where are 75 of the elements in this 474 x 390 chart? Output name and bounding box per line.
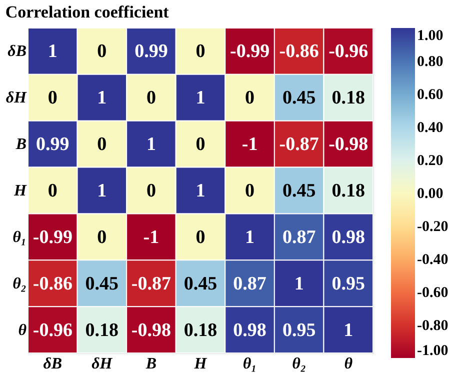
x-tick-label: δB: [43, 356, 62, 372]
data-label: 0.45: [282, 180, 316, 202]
y-tick-label: B: [14, 136, 27, 154]
data-label: 0: [196, 134, 206, 156]
data-label: -0.98: [131, 320, 172, 341]
y-tick-label: θ: [18, 322, 28, 339]
data-label: 1: [294, 273, 304, 294]
data-label: 0: [146, 180, 156, 202]
x-tick-label: θ₂: [292, 356, 306, 372]
data-label: 0.95: [282, 320, 316, 341]
color-bar-label: 0.40: [417, 120, 444, 136]
data-label: 0: [97, 226, 107, 248]
data-label: 1: [97, 180, 107, 202]
x-tick-label: δH: [92, 356, 113, 372]
data-label: 0.87: [282, 226, 316, 248]
y-tick-label: θ₂: [12, 275, 26, 292]
data-label: 0.45: [85, 273, 119, 294]
color-bar-label: 0.00: [417, 186, 444, 202]
color-bar-label: -0.20: [417, 219, 448, 235]
x-tick-label: θ: [344, 356, 354, 372]
color-bar-label: 0.20: [417, 153, 444, 169]
data-label: -1: [242, 134, 258, 156]
color-bar-label: 0.60: [417, 87, 444, 103]
data-label: -0.86: [279, 41, 319, 62]
data-label: 1: [48, 41, 58, 62]
data-label: 0: [146, 88, 156, 109]
data-label: 0: [48, 88, 58, 109]
data-label: 0: [196, 41, 206, 62]
data-label: 0: [48, 180, 58, 202]
data-label: 0.18: [85, 320, 119, 341]
data-label: 1: [196, 88, 206, 109]
data-label: -0.96: [32, 320, 72, 341]
data-label: 0.18: [332, 180, 365, 202]
x-tick-label: B: [144, 356, 157, 372]
color-bar-label: 0.80: [417, 54, 444, 70]
data-label: 0.98: [332, 226, 365, 248]
data-label: -0.86: [32, 273, 72, 294]
data-label: 0.87: [233, 273, 267, 294]
x-tick-label: H: [193, 356, 208, 372]
data-label: 0: [97, 41, 107, 62]
data-label: -0.87: [131, 273, 172, 294]
data-label: -1: [143, 226, 160, 248]
data-label: 0.45: [184, 273, 218, 294]
y-tick-label: δB: [8, 43, 27, 60]
color-bar-label: -0.40: [417, 252, 448, 268]
data-label: 1: [196, 180, 206, 202]
data-label: 0: [245, 88, 255, 109]
data-label: 0.18: [184, 320, 218, 341]
data-label: -0.99: [32, 226, 72, 248]
data-label: -0.96: [328, 41, 368, 62]
y-tick-label: δH: [6, 90, 28, 107]
data-label: 0.18: [332, 88, 365, 109]
y-tick-label: θ₁: [12, 228, 26, 246]
data-label: -0.87: [279, 134, 320, 156]
color-bar-label: 1.00: [417, 28, 444, 44]
data-label: -0.99: [230, 41, 270, 62]
color-bar-label: -0.80: [417, 318, 448, 334]
data-label: 0: [97, 134, 107, 156]
data-label: 1: [344, 320, 354, 341]
data-label: 1: [97, 88, 107, 109]
data-label: 1: [146, 134, 156, 156]
data-label: 0.98: [233, 320, 266, 341]
data-label: 0: [245, 180, 255, 202]
y-tick-label: H: [13, 182, 28, 200]
data-label: 0.95: [332, 273, 365, 294]
data-label: 1: [245, 226, 255, 248]
x-tick-label: θ₁: [242, 356, 257, 372]
color-bar-label: -0.60: [417, 285, 448, 301]
data-label: 0.99: [134, 41, 168, 62]
data-label: 0.45: [282, 88, 316, 109]
data-label: 0.99: [36, 134, 70, 156]
data-label: -0.98: [328, 134, 368, 156]
color-bar-label: -1.00: [417, 343, 448, 359]
data-label: 0: [196, 226, 206, 248]
chart-title: Correlation coefficient: [5, 2, 170, 22]
